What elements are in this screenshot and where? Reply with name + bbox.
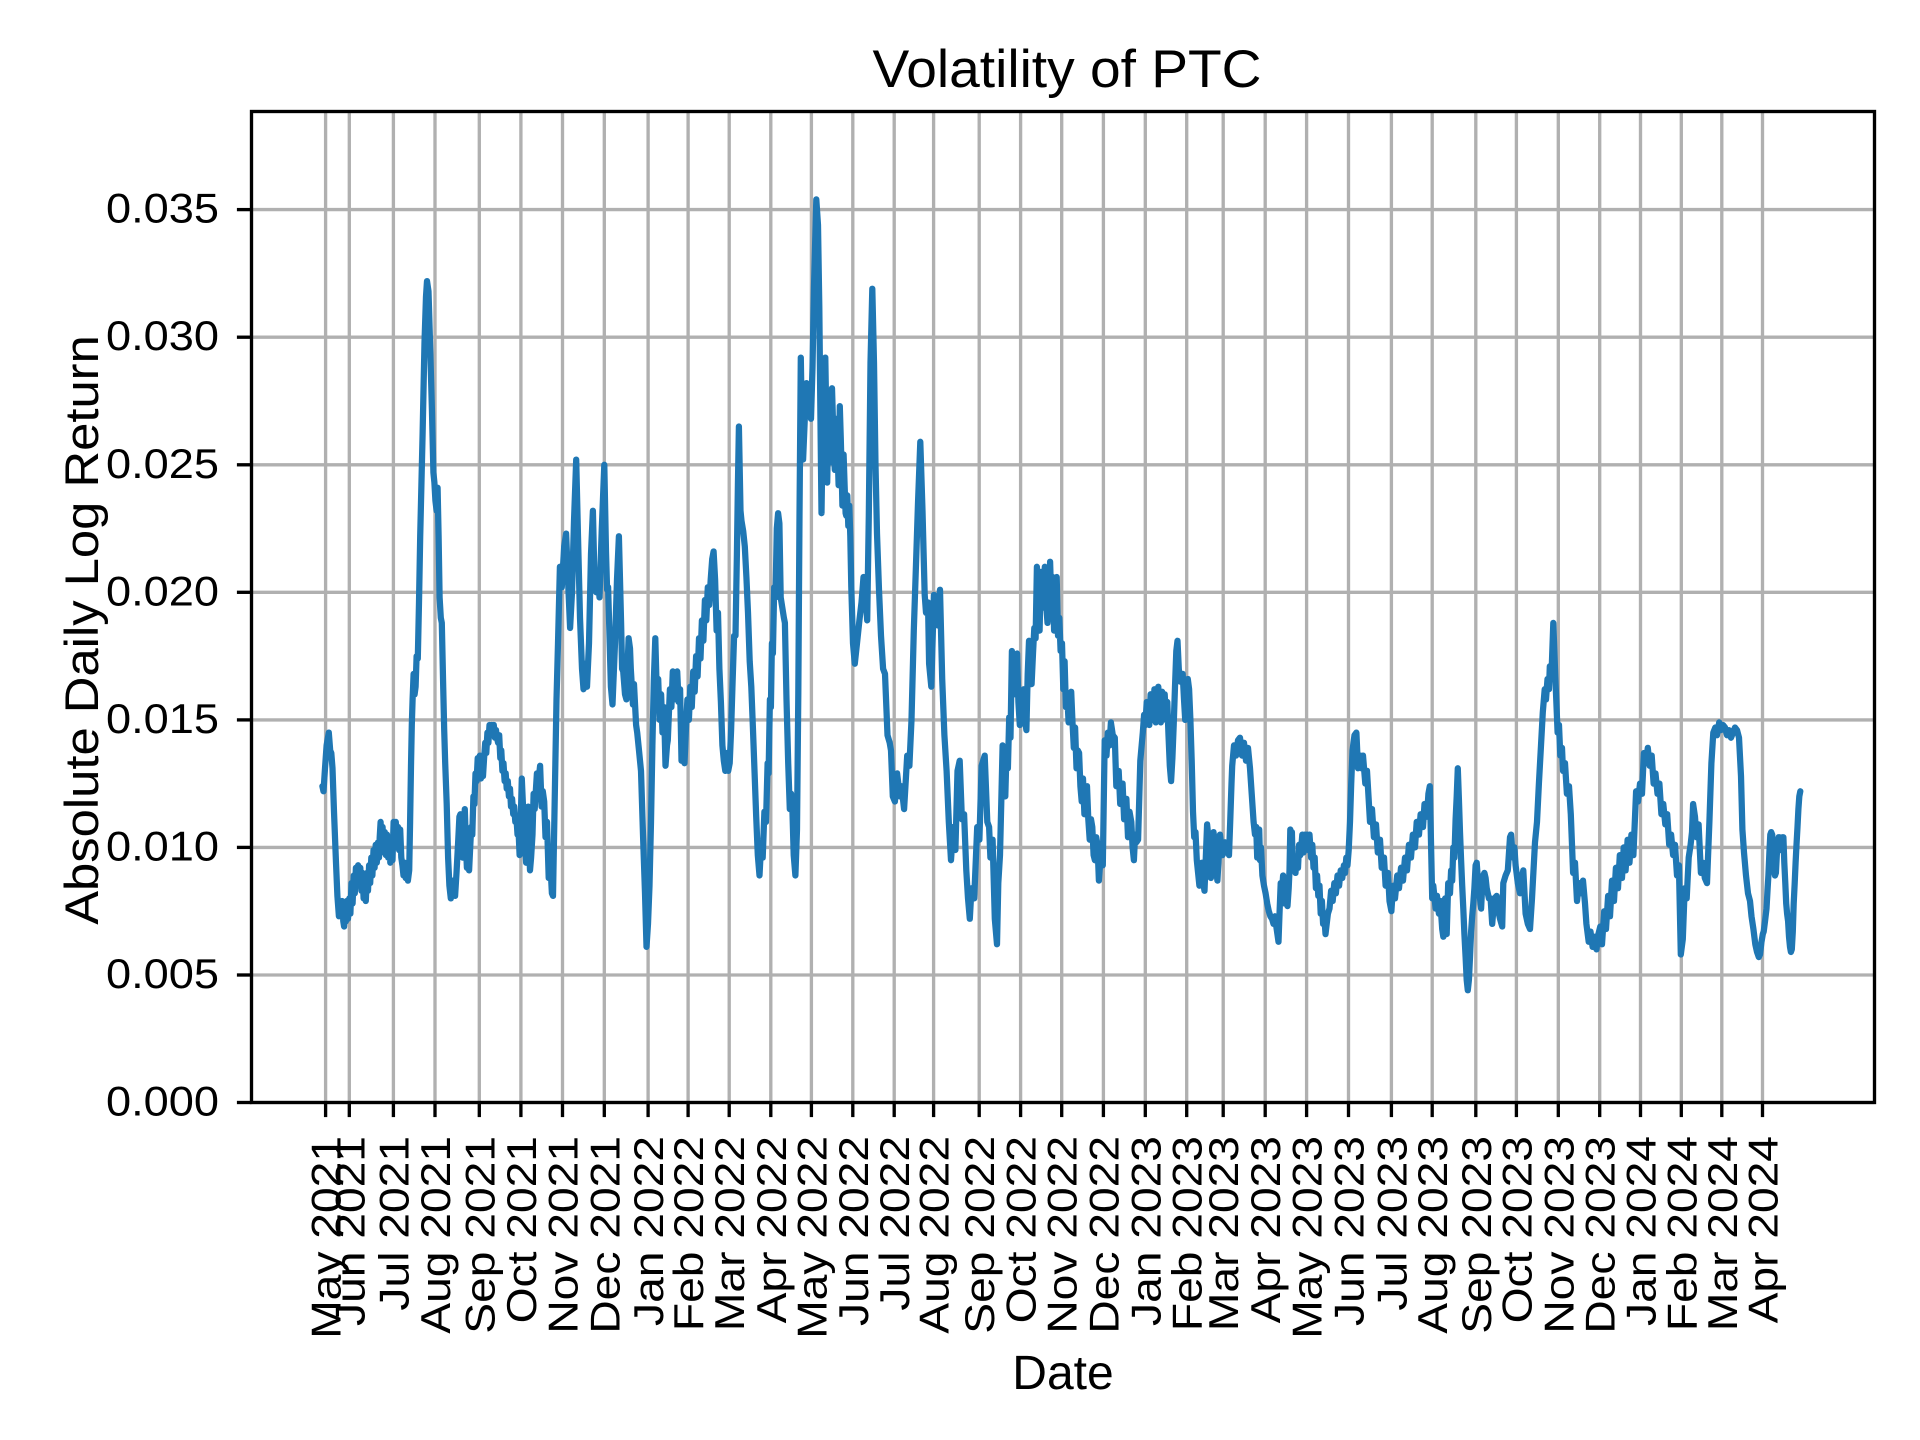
svg-text:Nov 2021: Nov 2021 bbox=[540, 1136, 587, 1334]
svg-text:Aug 2022: Aug 2022 bbox=[911, 1136, 958, 1334]
svg-text:0.000: 0.000 bbox=[106, 1079, 219, 1125]
svg-text:May 2021: May 2021 bbox=[303, 1136, 350, 1339]
svg-text:Sep 2021: Sep 2021 bbox=[457, 1136, 504, 1334]
svg-text:Jul 2023: Jul 2023 bbox=[1369, 1136, 1416, 1311]
svg-text:Jan 2024: Jan 2024 bbox=[1618, 1136, 1665, 1326]
svg-text:Volatility of PTC: Volatility of PTC bbox=[872, 40, 1261, 99]
svg-text:Apr 2024: Apr 2024 bbox=[1740, 1136, 1787, 1323]
svg-text:Oct 2023: Oct 2023 bbox=[1494, 1136, 1541, 1323]
svg-text:Jun 2023: Jun 2023 bbox=[1326, 1136, 1373, 1326]
svg-text:0.025: 0.025 bbox=[106, 441, 219, 487]
svg-text:Mar 2022: Mar 2022 bbox=[707, 1136, 754, 1331]
svg-text:Dec 2022: Dec 2022 bbox=[1081, 1136, 1128, 1334]
svg-text:0.015: 0.015 bbox=[106, 696, 219, 742]
svg-text:Dec 2023: Dec 2023 bbox=[1578, 1136, 1625, 1334]
svg-text:Aug 2021: Aug 2021 bbox=[413, 1136, 460, 1334]
svg-text:0.035: 0.035 bbox=[106, 186, 219, 232]
svg-text:Feb 2022: Feb 2022 bbox=[666, 1136, 713, 1331]
svg-text:May 2022: May 2022 bbox=[789, 1136, 836, 1339]
svg-text:0.010: 0.010 bbox=[106, 824, 219, 870]
svg-text:0.005: 0.005 bbox=[106, 951, 219, 997]
svg-text:Absolute Daily Log Return: Absolute Daily Log Return bbox=[57, 335, 109, 925]
svg-text:Jun 2021: Jun 2021 bbox=[327, 1136, 374, 1326]
svg-text:Feb 2024: Feb 2024 bbox=[1659, 1136, 1706, 1331]
svg-text:Jan 2023: Jan 2023 bbox=[1123, 1136, 1170, 1326]
svg-text:Date: Date bbox=[1012, 1347, 1113, 1400]
svg-text:0.020: 0.020 bbox=[106, 569, 219, 615]
svg-text:Sep 2022: Sep 2022 bbox=[957, 1136, 1004, 1334]
svg-text:Oct 2022: Oct 2022 bbox=[998, 1136, 1045, 1323]
svg-text:Jul 2021: Jul 2021 bbox=[371, 1136, 418, 1311]
svg-text:Mar 2023: Mar 2023 bbox=[1201, 1136, 1248, 1331]
svg-text:Jun 2022: Jun 2022 bbox=[831, 1136, 878, 1326]
svg-text:Feb 2023: Feb 2023 bbox=[1165, 1136, 1212, 1331]
svg-text:0.030: 0.030 bbox=[106, 314, 219, 360]
svg-text:Aug 2023: Aug 2023 bbox=[1410, 1136, 1457, 1334]
svg-text:Dec 2021: Dec 2021 bbox=[582, 1136, 629, 1334]
svg-text:May 2023: May 2023 bbox=[1284, 1136, 1331, 1339]
svg-text:Jul 2022: Jul 2022 bbox=[872, 1136, 919, 1311]
svg-text:Apr 2022: Apr 2022 bbox=[749, 1136, 796, 1323]
svg-text:Nov 2023: Nov 2023 bbox=[1536, 1136, 1583, 1334]
svg-text:Apr 2023: Apr 2023 bbox=[1243, 1136, 1290, 1323]
svg-text:Oct 2021: Oct 2021 bbox=[499, 1136, 546, 1323]
svg-text:Sep 2023: Sep 2023 bbox=[1454, 1136, 1501, 1334]
svg-text:Jan 2022: Jan 2022 bbox=[626, 1136, 673, 1326]
svg-text:Nov 2022: Nov 2022 bbox=[1040, 1136, 1087, 1334]
svg-text:Mar 2024: Mar 2024 bbox=[1700, 1136, 1747, 1331]
